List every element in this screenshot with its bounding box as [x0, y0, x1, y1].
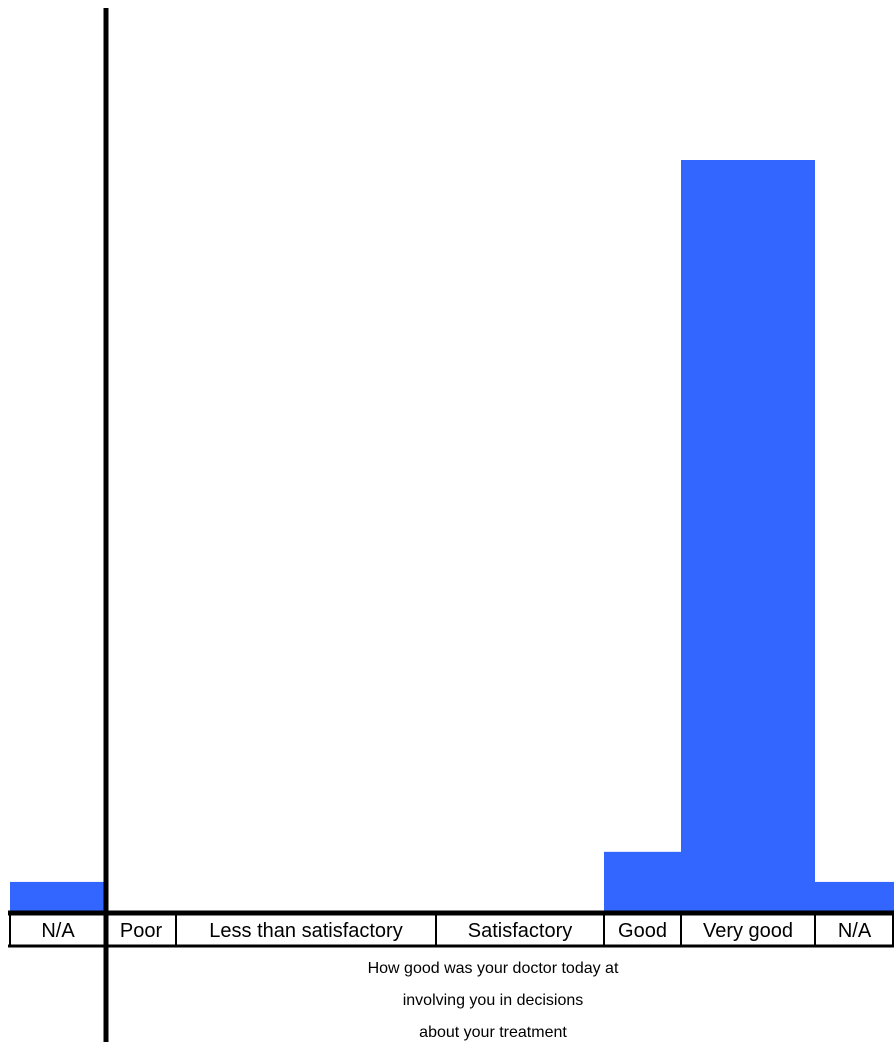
x-axis-title: How good was your doctor today at involv…	[368, 960, 619, 1041]
axes-layer	[8, 8, 894, 1042]
category-labels: N/A Poor Less than satisfactory Satisfactor…	[9, 912, 894, 946]
x-axis-title-line-3: about your treatment	[419, 1024, 567, 1041]
bar-7	[815, 881, 894, 912]
bar-6	[681, 160, 815, 912]
x-axis-title-line-1: How good was your doctor today at	[368, 960, 619, 977]
category-label-2: Poor	[120, 920, 163, 942]
category-label-4: Satisfactory	[468, 920, 572, 942]
category-label-7: N/A	[838, 920, 872, 942]
category-label-5: Good	[618, 920, 667, 942]
bars-layer	[10, 160, 894, 912]
bar-1	[10, 881, 106, 912]
bar-5	[604, 851, 681, 912]
category-label-6: Very good	[703, 920, 793, 942]
x-axis-title-line-2: involving you in decisions	[403, 992, 584, 1009]
category-label-1: N/A	[41, 920, 75, 942]
category-label-3: Less than satisfactory	[209, 920, 402, 942]
